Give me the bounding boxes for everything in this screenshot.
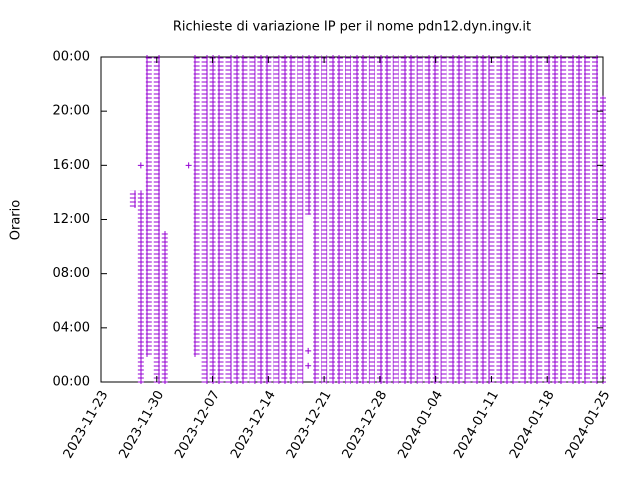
time-column xyxy=(305,55,312,215)
time-column xyxy=(233,55,240,384)
time-column xyxy=(560,55,567,384)
time-column xyxy=(201,55,208,384)
y-axis-label: Orario xyxy=(9,200,24,241)
x-tick-label: 2023-12-07 xyxy=(172,388,223,461)
y-tick-label: 16:00 xyxy=(53,158,90,173)
time-column xyxy=(241,55,248,384)
time-column xyxy=(504,55,511,384)
time-column xyxy=(153,55,160,384)
plot-border xyxy=(100,56,604,383)
time-column xyxy=(321,55,328,384)
time-column xyxy=(193,55,200,357)
time-column xyxy=(249,55,256,384)
time-column xyxy=(600,95,606,384)
time-column xyxy=(145,55,152,357)
time-column xyxy=(528,55,535,384)
time-column xyxy=(448,55,455,384)
time-column xyxy=(536,55,543,384)
y-tick-label: 20:00 xyxy=(53,104,90,119)
y-tick-label: 04:00 xyxy=(53,320,90,335)
time-column xyxy=(496,55,503,384)
point xyxy=(305,362,312,369)
time-column xyxy=(313,55,320,384)
time-column xyxy=(584,55,591,384)
y-tick-label: 00:00 xyxy=(53,375,90,390)
time-column xyxy=(424,55,431,384)
time-column xyxy=(129,190,136,208)
time-column xyxy=(576,55,583,384)
x-tick-label: 2024-01-11 xyxy=(451,388,502,461)
time-column xyxy=(345,55,352,384)
time-column xyxy=(209,55,216,384)
time-column xyxy=(225,55,232,384)
time-column xyxy=(352,55,359,384)
time-column xyxy=(368,55,375,384)
time-column xyxy=(480,55,487,384)
time-column xyxy=(568,55,575,384)
time-column xyxy=(552,55,559,384)
time-column xyxy=(281,55,288,384)
time-column xyxy=(416,55,423,384)
time-column xyxy=(360,55,367,384)
x-tick-label: 2023-12-14 xyxy=(228,388,279,461)
x-tick-label: 2024-01-04 xyxy=(395,388,446,461)
x-tick-label: 2023-12-28 xyxy=(340,388,391,461)
time-column xyxy=(384,55,391,384)
time-column xyxy=(217,55,224,384)
time-column xyxy=(392,55,399,384)
x-tick-label: 2023-12-21 xyxy=(284,388,335,461)
x-tick-label: 2024-01-25 xyxy=(563,388,614,461)
time-column xyxy=(289,55,296,384)
time-column xyxy=(257,55,264,384)
time-column xyxy=(440,55,447,384)
point xyxy=(137,162,144,169)
y-tick-label: 08:00 xyxy=(53,266,90,281)
time-column xyxy=(456,55,463,384)
x-tick-label: 2023-11-23 xyxy=(61,388,112,461)
time-column xyxy=(297,55,304,384)
time-column xyxy=(520,55,527,384)
time-column xyxy=(408,55,415,384)
time-column xyxy=(472,55,479,384)
time-column xyxy=(488,55,495,384)
chart-title: Richieste di variazione IP per il nome p… xyxy=(173,20,531,35)
time-column xyxy=(400,55,407,384)
time-column xyxy=(337,55,344,384)
time-column xyxy=(592,55,599,384)
time-column xyxy=(432,55,439,384)
marks xyxy=(129,55,606,384)
time-column xyxy=(464,55,471,384)
time-column xyxy=(544,55,551,384)
time-column xyxy=(273,55,280,384)
y-tick-label: 12:00 xyxy=(53,212,90,227)
time-column xyxy=(137,190,144,384)
point xyxy=(185,162,192,169)
time-column xyxy=(329,55,336,384)
point xyxy=(305,347,312,354)
time-column xyxy=(161,231,168,384)
time-column xyxy=(512,55,519,384)
x-tick-label: 2024-01-18 xyxy=(507,388,558,461)
time-column xyxy=(265,55,272,384)
time-column xyxy=(376,55,383,384)
y-tick-label: 00:00 xyxy=(53,50,90,65)
x-tick-label: 2023-11-30 xyxy=(117,388,168,461)
